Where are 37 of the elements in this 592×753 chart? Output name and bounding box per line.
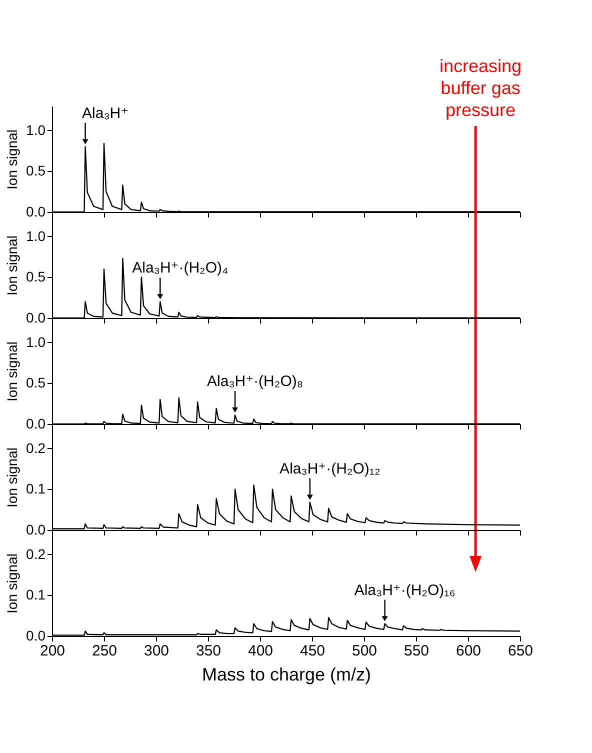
annotation: Ala₃H⁺·(H₂O)₈: [207, 373, 304, 390]
annotation: Ala₃H⁺·(H₂O)₁₂: [280, 460, 380, 478]
y-tick-label: 0.0: [26, 310, 46, 326]
y-axis-title: Ion signal: [4, 342, 20, 402]
y-tick-label: 0.1: [26, 586, 46, 603]
y-tick-label: 0.0: [26, 522, 46, 538]
x-tick-label: 450: [300, 642, 326, 660]
y-tick-label: 1.0: [26, 228, 46, 244]
annotation: increasing buffer gas pressure: [440, 56, 522, 120]
y-tick-label: 1.0: [26, 334, 46, 350]
x-tick-label: 600: [456, 642, 482, 660]
x-tick-label: 350: [196, 642, 222, 660]
x-tick-label: 250: [92, 642, 118, 660]
x-tick-label: 300: [144, 642, 170, 660]
y-axis-title: Ion signal: [4, 448, 20, 508]
x-axis-title: Mass to charge (m/z): [202, 664, 372, 684]
x-tick-label: 200: [40, 642, 66, 660]
y-tick-label: 0.5: [26, 374, 46, 391]
annotation: Ala₃H⁺·(H₂O)₁₆: [354, 582, 456, 599]
y-tick-label: 0.0: [26, 628, 46, 644]
y-axis-title: Ion signal: [4, 130, 20, 190]
x-tick-label: 550: [404, 642, 430, 660]
y-tick-label: 0.2: [26, 440, 46, 456]
y-tick-label: 1.0: [26, 122, 46, 138]
y-tick-label: 0.0: [26, 204, 46, 220]
y-tick-label: 0.1: [26, 480, 46, 497]
x-tick-label: 650: [508, 642, 534, 660]
x-tick-label: 400: [248, 642, 274, 660]
x-tick-label: 500: [352, 642, 378, 660]
y-tick-label: 0.5: [26, 268, 46, 285]
y-axis-title: Ion signal: [4, 554, 20, 614]
annotation: Ala₃H⁺: [82, 104, 129, 122]
y-tick-label: 0.2: [26, 546, 46, 562]
y-tick-label: 0.5: [26, 162, 46, 179]
annotation: Ala₃H⁺·(H₂O)₄: [132, 260, 228, 277]
y-axis-title: Ion signal: [4, 236, 20, 296]
y-tick-label: 0.0: [26, 416, 46, 432]
